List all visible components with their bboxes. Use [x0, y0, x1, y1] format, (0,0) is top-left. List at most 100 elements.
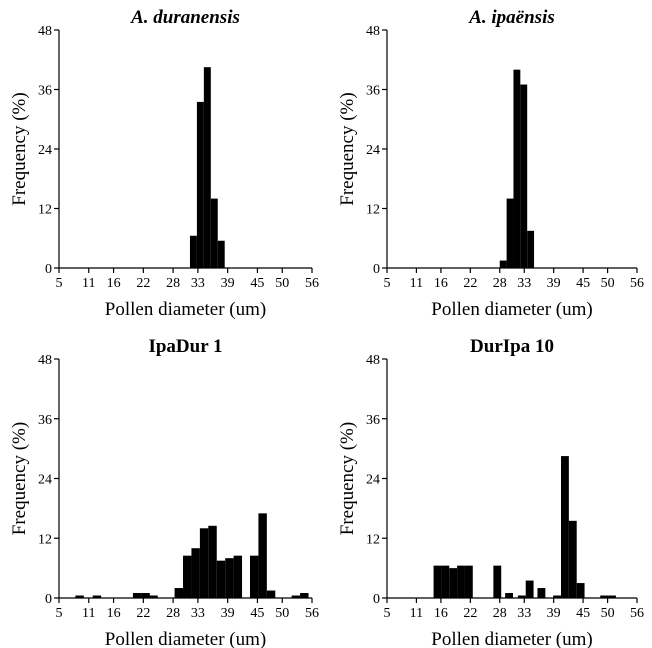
histogram-bar: [553, 595, 562, 598]
x-axis-label: Pollen diameter (um): [105, 299, 266, 320]
x-tick-label: 56: [305, 606, 319, 621]
x-axis-label: Pollen diameter (um): [431, 299, 592, 320]
y-tick-label: 24: [366, 473, 380, 488]
x-tick-label: 50: [275, 606, 289, 621]
histogram-bar: [225, 558, 234, 598]
histogram-bar: [600, 595, 609, 598]
panel-title: IpaDur 1: [148, 336, 222, 357]
histogram-bar: [513, 69, 521, 268]
y-tick-label: 12: [366, 532, 380, 547]
histogram-bar: [506, 198, 514, 268]
y-tick-label: 0: [373, 592, 380, 607]
histogram-panel-3: 0 12 24 36 48 5 11 16 22 28 33 39 45 50 56 IpaDur 1 Poll…: [9, 336, 319, 648]
y-tick-label: 24: [38, 143, 52, 158]
histogram-panel-2: 0 12 24 36 48 5 11 16 22 28 33 39 45 50 56 A. ipaënsis P…: [337, 7, 644, 320]
histogram-bar: [433, 565, 442, 598]
y-tick-label: 0: [45, 262, 52, 277]
y-tick-label: 0: [45, 592, 52, 607]
y-tick-label: 12: [38, 532, 52, 547]
y-axis-label: Frequency (%): [337, 422, 358, 535]
y-tick-label: 48: [366, 353, 380, 368]
panel-title: A. ipaënsis: [468, 7, 555, 28]
histogram-bar: [266, 590, 276, 598]
x-tick-label: 11: [82, 276, 95, 291]
y-tick-label: 36: [38, 84, 52, 99]
x-tick-label: 11: [82, 606, 95, 621]
histogram-bar: [576, 583, 585, 598]
y-axis-label: Frequency (%): [9, 92, 30, 205]
histogram-bar: [196, 101, 204, 269]
x-tick-label: 33: [191, 276, 205, 291]
x-tick-label: 5: [56, 606, 63, 621]
y-tick-label: 36: [366, 413, 380, 428]
x-tick-label: 56: [630, 606, 644, 621]
x-tick-label: 11: [410, 606, 423, 621]
histogram-panel-4: 0 12 24 36 48 5 11 16 22 28 33 39 45 50 56 DurIpa 10 Pol…: [337, 336, 644, 648]
x-tick-label: 50: [275, 276, 289, 291]
x-tick-label: 45: [250, 276, 264, 291]
histogram-bar: [174, 588, 184, 598]
histogram-bar: [449, 568, 458, 599]
y-tick-label: 12: [38, 203, 52, 218]
y-tick-label: 24: [38, 473, 52, 488]
histogram-bar: [233, 555, 243, 598]
x-tick-label: 39: [221, 276, 235, 291]
histogram-bar: [441, 565, 450, 598]
histogram-bar: [517, 595, 526, 598]
x-tick-label: 5: [384, 606, 391, 621]
histogram-bar: [189, 235, 197, 268]
x-tick-label: 22: [463, 276, 477, 291]
x-tick-label: 28: [166, 606, 180, 621]
y-tick-label: 48: [366, 24, 380, 39]
histogram-bar: [505, 593, 513, 598]
x-tick-label: 22: [136, 276, 150, 291]
x-tick-label: 16: [107, 276, 121, 291]
x-tick-label: 56: [630, 276, 644, 291]
x-tick-label: 16: [434, 276, 448, 291]
histogram-bar: [183, 555, 192, 598]
histogram-bar: [499, 260, 507, 268]
histogram-bar: [92, 595, 102, 598]
x-tick-label: 50: [601, 276, 615, 291]
y-tick-label: 36: [38, 413, 52, 428]
x-tick-label: 33: [191, 606, 205, 621]
histogram-bar: [208, 525, 217, 598]
histogram-bar: [216, 560, 226, 598]
y-axis-label: Frequency (%): [9, 422, 30, 535]
histogram-bar: [608, 595, 616, 598]
y-tick-label: 48: [38, 353, 52, 368]
histogram-bar: [191, 548, 200, 598]
y-tick-label: 12: [366, 203, 380, 218]
x-tick-label: 33: [517, 606, 531, 621]
x-tick-label: 45: [576, 606, 590, 621]
x-tick-label: 22: [136, 606, 150, 621]
histogram-bar: [300, 593, 309, 598]
x-tick-label: 16: [434, 606, 448, 621]
histogram-bar: [561, 456, 569, 598]
y-tick-label: 24: [366, 143, 380, 158]
x-tick-label: 28: [493, 606, 507, 621]
histogram-bar: [291, 595, 301, 598]
histogram-bar: [199, 528, 209, 598]
y-tick-label: 0: [373, 262, 380, 277]
x-tick-label: 5: [56, 276, 63, 291]
y-tick-label: 48: [38, 24, 52, 39]
x-tick-label: 28: [493, 276, 507, 291]
x-axis-label: Pollen diameter (um): [431, 629, 592, 648]
histogram-bar: [217, 240, 225, 268]
histogram-bar: [149, 595, 158, 598]
y-axis-label: Frequency (%): [337, 92, 358, 205]
x-tick-label: 39: [221, 606, 235, 621]
histogram-bar: [537, 588, 546, 598]
x-tick-label: 33: [517, 276, 531, 291]
histogram-bar: [249, 555, 259, 598]
x-tick-label: 50: [601, 606, 615, 621]
x-tick-label: 45: [576, 276, 590, 291]
panel-title: A. duranensis: [130, 7, 240, 28]
histogram-bar: [141, 593, 150, 598]
panel-title: DurIpa 10: [470, 336, 554, 357]
histogram-bar: [75, 595, 84, 598]
y-tick-label: 36: [366, 84, 380, 99]
